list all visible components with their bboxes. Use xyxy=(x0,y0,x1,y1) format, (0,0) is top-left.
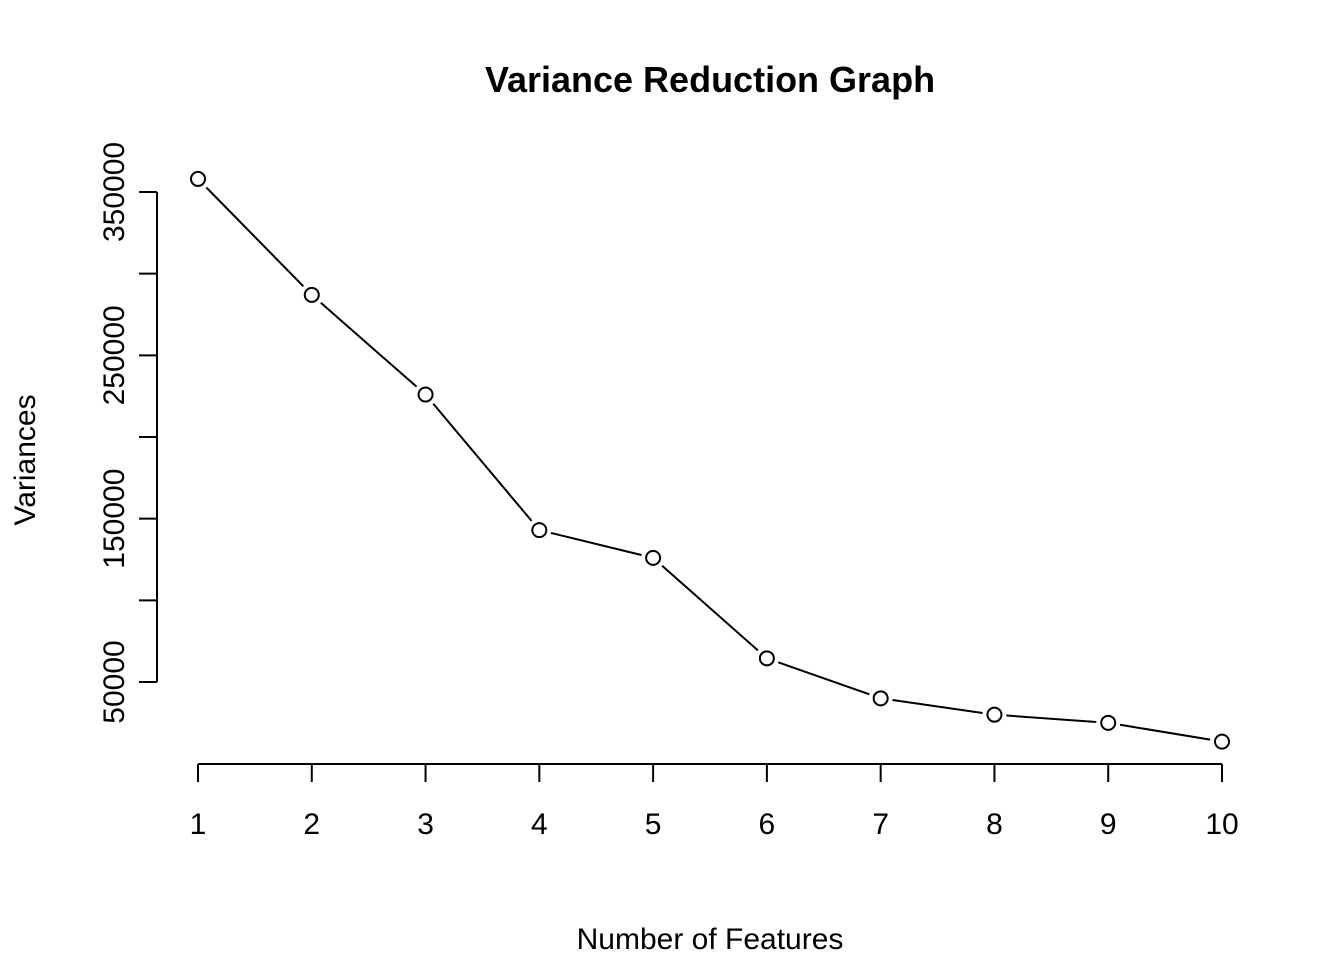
x-tick-label: 9 xyxy=(1100,808,1117,841)
y-tick-label: 350000 xyxy=(98,142,131,242)
data-point xyxy=(1214,733,1230,750)
y-axis: 50000 150000 250000 350000 xyxy=(98,142,158,724)
series-line-segment xyxy=(320,302,418,388)
x-axis: 1 2 3 4 5 6 7 8 9 10 xyxy=(190,763,1239,841)
x-tick-label: 8 xyxy=(986,808,1003,841)
series-line-segment xyxy=(432,403,533,522)
data-point xyxy=(190,170,206,187)
x-tick-label: 3 xyxy=(417,808,434,841)
y-axis-label: Variances xyxy=(9,394,42,525)
series-line-segment xyxy=(1006,714,1097,723)
x-tick-label: 2 xyxy=(303,808,320,841)
y-tick-label: 150000 xyxy=(98,469,131,569)
series-line-segment xyxy=(550,531,642,556)
chart-title: Variance Reduction Graph xyxy=(485,59,935,100)
data-point xyxy=(1100,714,1117,731)
data-point xyxy=(303,286,320,303)
x-tick-label: 5 xyxy=(645,808,662,841)
series-line-segment xyxy=(661,565,759,652)
data-point xyxy=(645,549,662,566)
x-tick-label: 7 xyxy=(872,808,889,841)
series-line-segment xyxy=(892,699,983,714)
x-tick-label: 10 xyxy=(1205,808,1238,841)
y-tick-label: 50000 xyxy=(98,640,131,723)
y-tick-label: 250000 xyxy=(98,305,131,405)
data-point xyxy=(531,522,548,539)
x-axis-label: Number of Features xyxy=(577,923,844,956)
data-point xyxy=(872,690,889,707)
data-point xyxy=(417,386,434,403)
series-points xyxy=(190,170,1230,750)
x-tick-label: 4 xyxy=(531,808,548,841)
x-tick-label: 1 xyxy=(190,808,207,841)
series-line-segment xyxy=(1119,723,1211,741)
series-line-segment xyxy=(777,661,870,696)
x-tick-label: 6 xyxy=(759,808,776,841)
series-line-segment xyxy=(205,186,305,288)
data-point xyxy=(986,706,1003,723)
data-point xyxy=(758,650,775,667)
series-line xyxy=(205,186,1211,741)
